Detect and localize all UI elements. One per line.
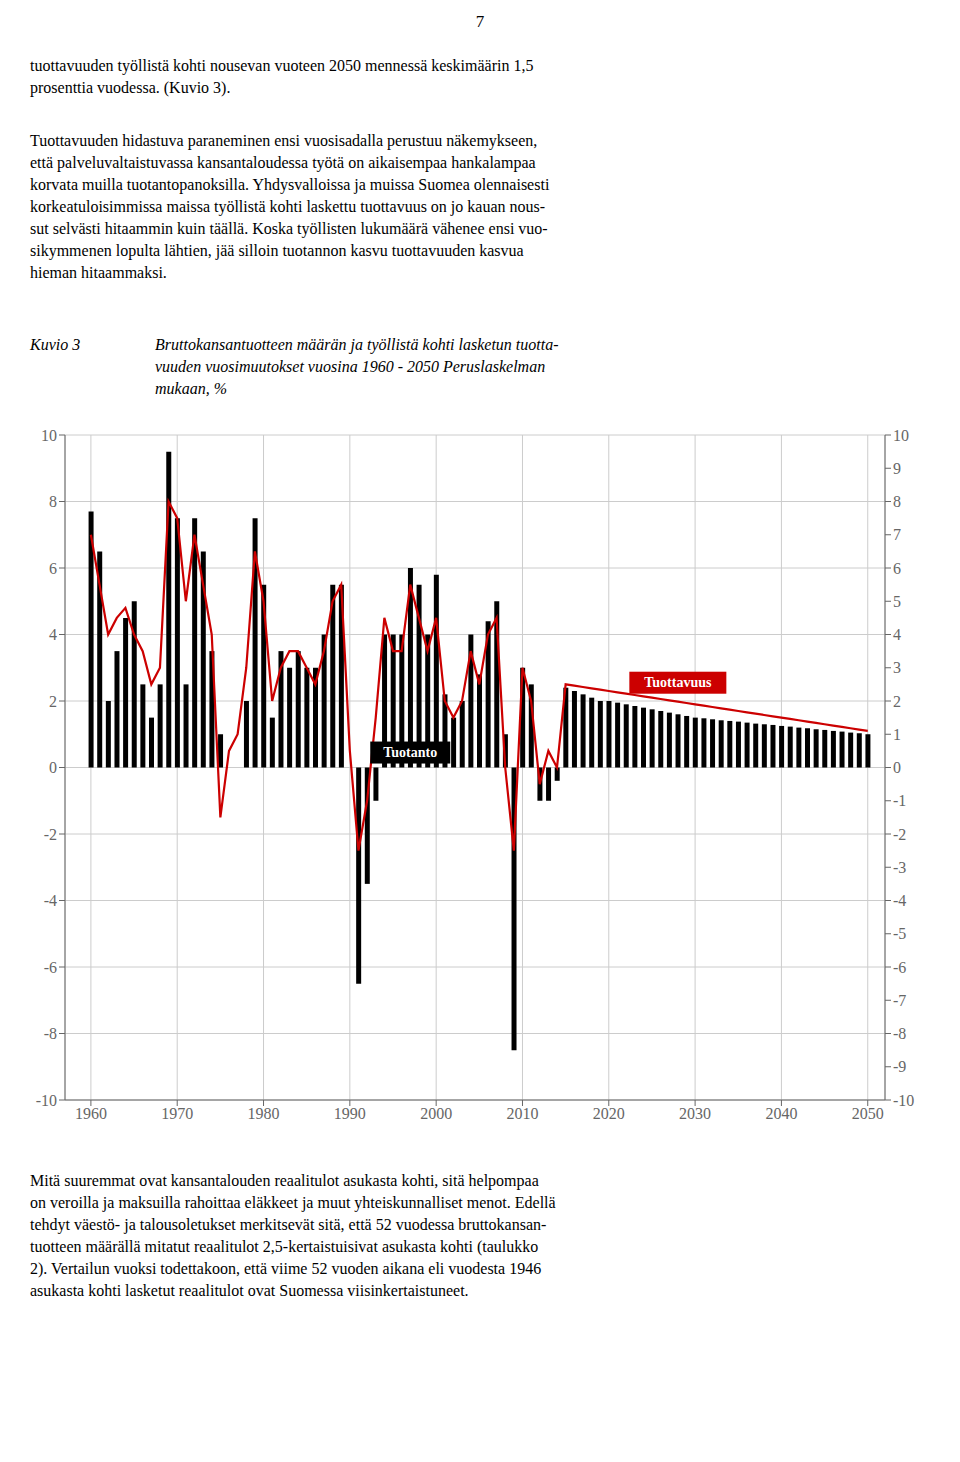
- svg-text:2030: 2030: [679, 1105, 711, 1122]
- svg-text:-2: -2: [44, 826, 57, 843]
- svg-text:-5: -5: [893, 925, 906, 942]
- svg-text:-2: -2: [893, 826, 906, 843]
- svg-text:-6: -6: [893, 959, 906, 976]
- svg-text:1960: 1960: [75, 1105, 107, 1122]
- svg-text:6: 6: [893, 560, 901, 577]
- svg-text:0: 0: [49, 759, 57, 776]
- html-text:tuottavuuden työllistä kohti n: tuottavuuden työllistä kohti nousevan vu…: [30, 57, 534, 74]
- svg-text:-9: -9: [893, 1058, 906, 1075]
- html-text:korkeatuloisimmissa maissa työ: korkeatuloisimmissa maissa työllistä koh…: [30, 198, 546, 215]
- svg-text:1980: 1980: [248, 1105, 280, 1122]
- svg-text:-6: -6: [44, 959, 57, 976]
- svg-text:-7: -7: [893, 992, 906, 1009]
- html-text:7: 7: [475, 12, 485, 31]
- svg-text:6: 6: [49, 560, 57, 577]
- svg-text:-8: -8: [44, 1025, 57, 1042]
- svg-text:-4: -4: [44, 892, 57, 909]
- html-text:korvata muilla tuotantopanoksi: korvata muilla tuotantopanoksilla. Yhdys…: [30, 176, 550, 193]
- svg-text:1990: 1990: [334, 1105, 366, 1122]
- html-text:on veroilla ja maksuilla rahoi: on veroilla ja maksuilla rahoittaa eläkk…: [30, 1194, 556, 1211]
- html-text:että palveluvaltaistuvassa kan: että palveluvaltaistuvassa kansantaloude…: [30, 154, 536, 171]
- svg-text:4: 4: [49, 626, 57, 643]
- svg-text:2020: 2020: [593, 1105, 625, 1122]
- html-text:tuotteen määrällä mitatut reaa: tuotteen määrällä mitatut reaalitulot 2,…: [30, 1238, 539, 1255]
- svg-text:10: 10: [893, 427, 909, 444]
- svg-text:Tuotanto: Tuotanto: [383, 745, 437, 760]
- svg-text:-8: -8: [893, 1025, 906, 1042]
- svg-text:10: 10: [41, 427, 57, 444]
- svg-text:2: 2: [893, 693, 901, 710]
- svg-text:-4: -4: [893, 892, 906, 909]
- html-text:Mitä suuremmat ovat kansantalo: Mitä suuremmat ovat kansantalouden reaal…: [30, 1172, 539, 1189]
- svg-text:1: 1: [893, 726, 901, 743]
- html-text:mukaan, %: mukaan, %: [155, 380, 227, 397]
- svg-text:2: 2: [49, 693, 57, 710]
- svg-text:3: 3: [893, 659, 901, 676]
- html-text:Bruttokansantuotteen määrän ja: Bruttokansantuotteen määrän ja työllistä…: [155, 336, 559, 353]
- html-text:prosenttia vuodessa. (Kuvio 3): prosenttia vuodessa. (Kuvio 3).: [30, 79, 231, 96]
- svg-text:2000: 2000: [420, 1105, 452, 1122]
- svg-text:-10: -10: [893, 1092, 914, 1109]
- svg-text:2010: 2010: [506, 1105, 538, 1122]
- html-text:vuuden vuosimuutokset vuosina: vuuden vuosimuutokset vuosina 1960 - 205…: [155, 358, 546, 375]
- svg-text:-3: -3: [893, 859, 906, 876]
- svg-text:1970: 1970: [161, 1105, 193, 1122]
- svg-text:-10: -10: [36, 1092, 57, 1109]
- svg-text:5: 5: [893, 593, 901, 610]
- svg-text:-1: -1: [893, 792, 906, 809]
- html-text:sikymmenen lopulta lähtien, jä: sikymmenen lopulta lähtien, jää silloin …: [30, 242, 524, 259]
- html-text:tehdyt väestö- ja talousoletuk: tehdyt väestö- ja talousoletukset merkit…: [30, 1216, 547, 1233]
- html-text:Kuvio 3: Kuvio 3: [30, 336, 81, 353]
- html-text:Tuottavuuden hidastuva paranem: Tuottavuuden hidastuva paraneminen ensi …: [30, 132, 538, 149]
- svg-text:7: 7: [893, 526, 901, 543]
- html-text:sut selvästi hitaammin kuin tä: sut selvästi hitaammin kuin täällä. Kosk…: [30, 220, 548, 237]
- html-text:2). Vertailun vuoksi todettako: 2). Vertailun vuoksi todettakoon, että v…: [30, 1260, 542, 1277]
- svg-text:8: 8: [893, 493, 901, 510]
- svg-text:Tuottavuus: Tuottavuus: [644, 675, 712, 690]
- svg-text:2040: 2040: [765, 1105, 797, 1122]
- svg-text:8: 8: [49, 493, 57, 510]
- svg-text:9: 9: [893, 460, 901, 477]
- html-text:hieman hitaammaksi.: hieman hitaammaksi.: [30, 264, 167, 281]
- html-text:asukasta kohti lasketut reaali: asukasta kohti lasketut reaalitulot ovat…: [30, 1282, 469, 1299]
- svg-text:2050: 2050: [852, 1105, 884, 1122]
- svg-text:0: 0: [893, 759, 901, 776]
- svg-text:4: 4: [893, 626, 901, 643]
